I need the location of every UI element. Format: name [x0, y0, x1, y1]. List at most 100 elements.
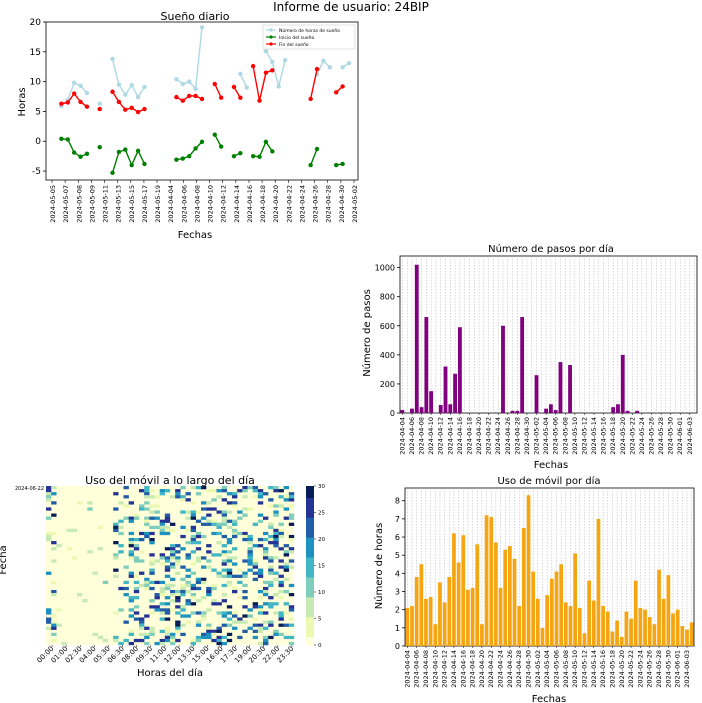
heatmap-cell	[139, 620, 145, 624]
heatmap-cell	[175, 589, 181, 594]
sleep-series-line	[111, 148, 146, 174]
heatmap-cell	[113, 611, 119, 615]
heatmap-cell	[170, 553, 176, 557]
usage-bar	[563, 602, 568, 646]
heatmap-cell	[159, 602, 166, 606]
heatmap-cell	[201, 635, 207, 640]
heatmap-cell	[118, 525, 124, 530]
heatmap-cell	[97, 525, 104, 530]
heatmap-cell	[226, 537, 233, 542]
steps-xtick-label: 2024-04-28	[513, 417, 521, 455]
heatmap-cell	[175, 629, 181, 633]
sleep-point	[135, 109, 141, 115]
heatmap-cell	[175, 638, 181, 643]
sleep-legend	[262, 24, 356, 50]
usage-ytick-label: 5	[395, 551, 400, 560]
heatmap-cell	[226, 617, 233, 621]
heatmap-cell	[149, 562, 155, 566]
heatmap-cell	[154, 596, 160, 600]
heatmap-cell	[201, 614, 207, 618]
heatmap-cell	[252, 562, 259, 566]
heatmap-cell	[195, 559, 202, 563]
heatmap-cell	[144, 516, 150, 520]
heatmap-cell	[206, 586, 212, 591]
usage-bar	[629, 618, 633, 646]
usage-bar	[521, 527, 526, 646]
heatmap-cell	[92, 632, 98, 637]
heatmap-cell	[128, 556, 135, 560]
heatmap-cell	[180, 623, 186, 627]
heatmap-cell	[216, 553, 222, 557]
heatmap-cell	[195, 599, 202, 603]
sleep-chart-title: Sueño diario	[160, 10, 229, 23]
heatmap-cell	[164, 586, 171, 591]
usage-bar	[685, 629, 689, 646]
heatmap-cell	[144, 507, 150, 511]
heatmap-cell	[195, 519, 202, 523]
heatmap-cell	[206, 623, 212, 627]
heatmap-cell	[164, 632, 171, 637]
heatmap-cell	[159, 556, 166, 560]
heatmap-cell	[247, 547, 253, 551]
heatmap-cell	[113, 638, 119, 643]
usage-xtick-label: 2024-05-26	[646, 650, 654, 688]
heatmap-cell	[170, 589, 176, 594]
heatmap-cell	[164, 556, 171, 560]
heatmap-cell	[206, 519, 212, 523]
steps-xtick-label: 2024-04-20	[475, 417, 483, 455]
heatmap-cell	[278, 531, 284, 536]
heatmap-cell	[216, 489, 222, 493]
heatmap-colorbar-segment	[306, 565, 314, 570]
usage-bar	[531, 571, 536, 646]
steps-xtick-label: 2024-04-06	[408, 417, 416, 455]
heatmap-cell	[164, 516, 171, 520]
sleep-point	[270, 149, 275, 154]
heatmap-cell	[159, 492, 166, 496]
heatmap-cell	[232, 531, 238, 536]
heatmap-cell	[252, 577, 259, 581]
sleep-point	[180, 81, 186, 87]
heatmap-cell	[252, 571, 259, 575]
heatmap-cell	[268, 498, 274, 502]
heatmap-cell	[175, 599, 181, 603]
heatmap-cell	[190, 537, 197, 542]
heatmap-cell	[263, 586, 269, 591]
heatmap-cell	[113, 522, 119, 526]
heatmap-colorbar-segment	[306, 581, 314, 586]
usage-bar	[447, 576, 452, 646]
heatmap-cell	[232, 495, 238, 499]
heatmap-cell	[237, 574, 243, 578]
heatmap-cell	[206, 559, 212, 563]
usage-bar	[671, 613, 675, 646]
heatmap-colorbar-segment	[306, 561, 314, 566]
heatmap-cell	[211, 638, 217, 643]
heatmap-cell	[164, 547, 171, 551]
heatmap-cell	[149, 586, 155, 591]
heatmap-cell	[288, 495, 295, 499]
sleep-point	[308, 96, 313, 102]
heatmap-cell	[139, 507, 145, 511]
usage-bar	[424, 598, 428, 646]
usage-plot-frame	[404, 487, 695, 647]
usage-xtick-label: 2024-04-16	[459, 650, 467, 688]
steps-bar	[410, 408, 414, 413]
heatmap-cell	[278, 589, 284, 594]
heatmap-cell	[185, 553, 191, 557]
heatmap-cell	[51, 638, 57, 643]
heatmap-colorbar-segment	[306, 553, 314, 558]
heatmap-cell	[273, 504, 279, 508]
heatmap-cell	[159, 608, 166, 612]
heatmap-cell	[221, 635, 228, 640]
heatmap-cell	[159, 531, 166, 536]
heatmap-cell	[283, 623, 290, 627]
sleep-chart-xlabel: Fechas	[178, 230, 213, 241]
heatmap-cell	[175, 489, 181, 493]
heatmap-cell	[273, 632, 279, 637]
heatmap-cell	[206, 632, 212, 637]
heatmap-cell	[211, 568, 217, 572]
heatmap-cell	[149, 571, 155, 575]
heatmap-cell	[201, 486, 207, 490]
heatmap-colorbar-segment	[306, 605, 314, 610]
heatmap-cell	[268, 596, 274, 600]
heatmap-cell	[288, 547, 295, 551]
